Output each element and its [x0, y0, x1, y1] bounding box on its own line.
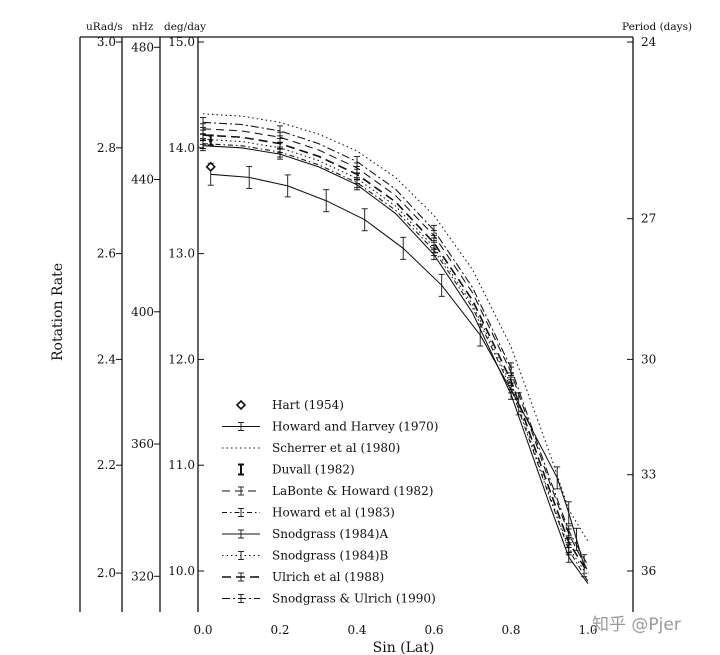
- series-line: [210, 173, 585, 566]
- urad-unit-label: uRad/s: [86, 21, 123, 33]
- urad-tick-label: 2.8: [97, 141, 116, 155]
- urad-tick-label: 2.0: [97, 566, 116, 580]
- x-tick-label: 0.0: [193, 623, 212, 637]
- series-9: [200, 116, 589, 566]
- series-point-0: [205, 161, 216, 172]
- nhz-tick-label: 360: [131, 437, 154, 451]
- legend-entry: Snodgrass (1984)B: [222, 549, 388, 563]
- data-point: [205, 161, 216, 172]
- legend-entry: Howard et al (1983): [222, 506, 395, 520]
- legend-label: Snodgrass (1984)B: [272, 549, 388, 563]
- urad-tick-label: 2.2: [97, 458, 116, 472]
- x-axis-title: Sin (Lat): [373, 640, 435, 655]
- urad-tick-label: 2.4: [97, 352, 116, 366]
- deg-tick-label: 14.0: [168, 141, 195, 155]
- legend-marker: [235, 399, 247, 411]
- legend-label: Hart (1954): [272, 398, 344, 412]
- deg-tick-label: 15.0: [168, 35, 195, 49]
- period-tick-label: 27: [641, 212, 656, 226]
- x-tick-label: 1.0: [578, 623, 597, 637]
- nhz-tick-label: 400: [131, 305, 154, 319]
- legend-entry: Snodgrass (1984)A: [222, 527, 388, 541]
- series-6: [200, 140, 589, 585]
- nhz-tick-label: 480: [131, 40, 154, 54]
- x-tick-label: 0.6: [424, 623, 443, 637]
- series-line: [202, 121, 589, 566]
- legend-label: Snodgrass & Ulrich (1990): [272, 592, 436, 606]
- deg-tick-label: 13.0: [168, 247, 195, 261]
- legend-entry: Hart (1954): [235, 398, 344, 412]
- series-line: [202, 143, 589, 582]
- period-tick-label: 24: [641, 35, 657, 49]
- x-tick-label: 0.8: [501, 623, 520, 637]
- nhz-tick-label: 440: [131, 173, 154, 187]
- nhz-unit-label: nHz: [132, 21, 154, 33]
- deg-tick-label: 11.0: [168, 458, 195, 472]
- legend-label: Scherrer et al (1980): [272, 441, 400, 455]
- deg-tick-label: 10.0: [168, 564, 195, 578]
- series-point-3: [207, 134, 214, 147]
- legend-entry: Scherrer et al (1980): [222, 441, 400, 455]
- period-tick-label: 30: [641, 352, 656, 366]
- series-line: [202, 134, 589, 574]
- legend-label: LaBonte & Howard (1982): [272, 484, 433, 498]
- series-line: [202, 138, 589, 577]
- legend-entry: Ulrich et al (1988): [222, 570, 384, 584]
- y-axis-title: Rotation Rate: [50, 263, 66, 361]
- urad-tick-label: 3.0: [97, 35, 116, 49]
- series-2: [202, 113, 589, 542]
- legend-entry: LaBonte & Howard (1982): [222, 484, 433, 498]
- x-tick-label: 0.4: [347, 623, 366, 637]
- period-tick-label: 36: [641, 564, 656, 578]
- legend-label: Howard et al (1983): [272, 506, 395, 520]
- x-tick-label: 0.2: [270, 623, 289, 637]
- series-4: [200, 123, 589, 572]
- legend-label: Duvall (1982): [272, 463, 355, 477]
- period-tick-label: 33: [641, 468, 656, 482]
- series-8: [200, 129, 589, 574]
- legend: Hart (1954) Howard and Harvey (1970) Scher…: [222, 398, 438, 606]
- deg-unit-label: deg/day: [164, 21, 206, 33]
- series-line: [202, 145, 589, 585]
- nhz-tick-label: 320: [131, 569, 154, 583]
- legend-label: Snodgrass (1984)A: [272, 527, 388, 541]
- period-unit-label: Period (days): [622, 21, 692, 33]
- series-1: [207, 162, 588, 578]
- series-line: [202, 128, 589, 572]
- legend-label: Ulrich et al (1988): [272, 570, 384, 584]
- watermark-text: 知乎 @Pjer: [592, 615, 681, 635]
- legend-label: Howard and Harvey (1970): [272, 420, 438, 434]
- series-line: [202, 113, 589, 542]
- deg-tick-label: 12.0: [168, 352, 195, 366]
- legend-entry: Howard and Harvey (1970): [222, 420, 438, 434]
- urad-tick-label: 2.6: [97, 247, 116, 261]
- legend-entry: Duvall (1982): [238, 463, 355, 477]
- legend-entry: Snodgrass & Ulrich (1990): [222, 592, 436, 606]
- data-point: [208, 138, 213, 143]
